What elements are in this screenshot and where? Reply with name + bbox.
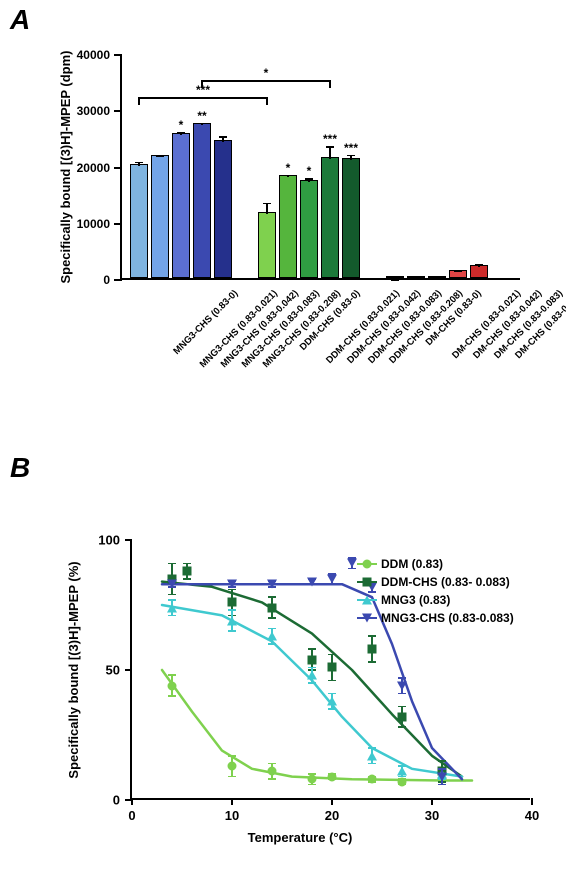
data-point — [347, 559, 357, 568]
panel-a-ytick: 0 — [103, 273, 110, 287]
data-point — [307, 577, 317, 586]
bar — [258, 212, 276, 278]
data-point — [268, 767, 277, 776]
data-point — [227, 580, 237, 589]
data-point — [328, 772, 337, 781]
panel-b-xtick: 40 — [525, 808, 539, 823]
data-point — [167, 603, 177, 612]
data-point — [368, 775, 377, 784]
bar — [193, 123, 211, 278]
sig-marker: *** — [344, 141, 358, 155]
data-point — [227, 616, 237, 625]
data-point — [168, 681, 177, 690]
bar — [386, 276, 404, 278]
panel-a-label: A — [10, 4, 30, 36]
panel-a-ytick: 40000 — [77, 48, 110, 62]
panel-b: Specifically bound [(3)H]-MPEP (%) Tempe… — [60, 530, 540, 870]
data-point — [397, 681, 407, 690]
sig-marker: ** — [197, 109, 206, 123]
panel-b-plot: 050100010203040DDM (0.83)DDM-CHS (0.83- … — [130, 540, 530, 800]
legend-label: DDM-CHS (0.83- 0.083) — [381, 575, 510, 589]
bar — [214, 140, 232, 278]
sig-marker: * — [179, 118, 184, 132]
data-point — [368, 645, 377, 654]
legend-label: MNG3 (0.83) — [381, 593, 450, 607]
data-point — [397, 767, 407, 776]
sig-marker: * — [286, 161, 291, 175]
panel-b-ylabel: Specifically bound [(3)H]-MPEP (%) — [66, 561, 81, 778]
panel-a-ytick: 30000 — [77, 104, 110, 118]
data-point — [267, 580, 277, 589]
panel-a-ytick: 20000 — [77, 161, 110, 175]
data-point — [327, 575, 337, 584]
panel-b-xlabel: Temperature (°C) — [60, 830, 540, 845]
panel-b-xtick: 20 — [325, 808, 339, 823]
data-point — [228, 598, 237, 607]
data-point — [367, 751, 377, 760]
panel-a-ylabel: Specifically bound [(3)H]-MPEP (dpm) — [58, 50, 73, 283]
panel-b-ytick: 100 — [98, 533, 120, 548]
data-point — [307, 671, 317, 680]
panel-b-label: B — [10, 452, 30, 484]
data-point — [267, 632, 277, 641]
panel-b-xtick: 30 — [425, 808, 439, 823]
data-point — [228, 762, 237, 771]
panel-a-plot: 010000200003000040000MNG3-CHS (0.83-0)MN… — [120, 55, 520, 280]
legend-label: DDM (0.83) — [381, 557, 443, 571]
data-point — [167, 580, 177, 589]
comparison-marker: * — [264, 66, 269, 80]
sig-marker: * — [307, 164, 312, 178]
data-point — [398, 777, 407, 786]
comparison-marker: *** — [196, 83, 210, 97]
bar — [130, 164, 148, 278]
panel-a: Specifically bound [(3)H]-MPEP (dpm) 010… — [60, 45, 540, 425]
panel-a-category: MNG3-CHS (0.83-0) — [171, 288, 240, 357]
panel-b-xtick: 0 — [128, 808, 135, 823]
bar — [151, 155, 169, 278]
panel-b-ytick: 50 — [106, 663, 120, 678]
panel-a-ytick: 10000 — [77, 217, 110, 231]
data-point — [328, 663, 337, 672]
bar — [172, 133, 190, 278]
data-point — [308, 655, 317, 664]
sig-marker: *** — [323, 132, 337, 146]
panel-b-ytick: 0 — [113, 793, 120, 808]
bar — [321, 157, 339, 279]
data-point — [268, 603, 277, 612]
bar — [300, 180, 318, 278]
data-point — [327, 697, 337, 706]
data-point — [437, 772, 447, 781]
bar — [342, 158, 360, 278]
bar — [279, 175, 297, 278]
data-point — [308, 775, 317, 784]
legend-label: MNG3-CHS (0.83-0.083) — [381, 611, 514, 625]
panel-b-xtick: 10 — [225, 808, 239, 823]
data-point — [398, 712, 407, 721]
data-point — [183, 567, 192, 576]
